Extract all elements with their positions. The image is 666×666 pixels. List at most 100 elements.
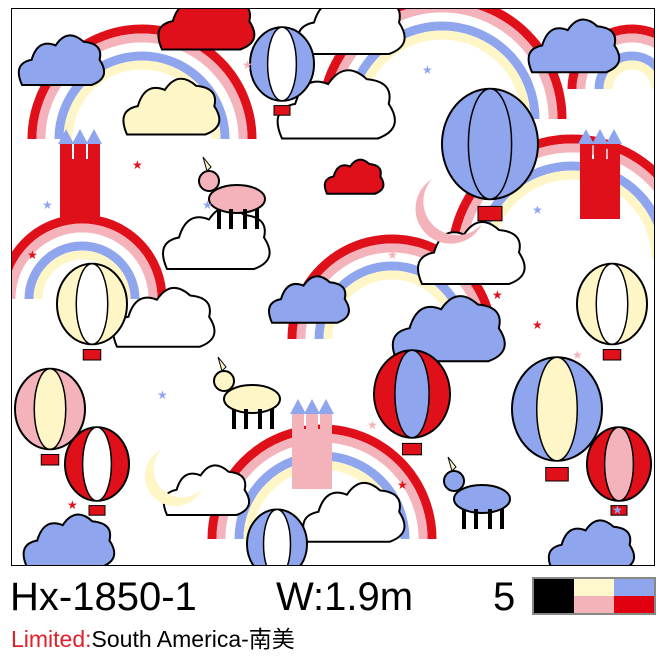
castle-roof bbox=[606, 129, 622, 144]
rainbow bbox=[33, 250, 131, 300]
rainbow bbox=[27, 24, 257, 140]
unicorn bbox=[223, 384, 281, 414]
unicorn bbox=[208, 184, 266, 214]
star-icon: ★ bbox=[492, 288, 503, 302]
balloon-basket bbox=[402, 442, 422, 456]
swatch-cell bbox=[574, 579, 614, 596]
rainbow bbox=[12, 223, 158, 300]
castle-tower bbox=[88, 144, 100, 164]
balloon-basket bbox=[602, 349, 622, 361]
balloon-basket bbox=[610, 505, 628, 516]
unicorn-horn bbox=[217, 356, 227, 372]
cloud bbox=[527, 18, 621, 74]
castle bbox=[292, 429, 332, 489]
castle-tower bbox=[292, 414, 304, 434]
cloud bbox=[162, 464, 251, 516]
limited-region: Limited:South America-南美 bbox=[11, 625, 295, 653]
castle bbox=[60, 159, 100, 219]
castle-tower bbox=[608, 144, 620, 164]
balloon-basket bbox=[82, 349, 102, 361]
cloud bbox=[391, 295, 506, 363]
star-icon: ★ bbox=[42, 198, 53, 212]
cloud bbox=[157, 9, 256, 51]
cloud bbox=[547, 519, 636, 565]
castle-tower bbox=[306, 414, 318, 434]
balloon-stripe bbox=[467, 88, 513, 200]
star-icon: ★ bbox=[532, 203, 543, 217]
rainbow bbox=[15, 232, 149, 300]
castle-roof bbox=[304, 399, 320, 414]
color-count: 5 bbox=[493, 575, 516, 619]
castle-tower bbox=[60, 144, 72, 164]
star-icon: ★ bbox=[532, 318, 543, 332]
product-code: Hx-1850-1 bbox=[10, 575, 197, 619]
rainbow bbox=[456, 143, 654, 260]
castle-roof bbox=[318, 399, 334, 414]
star-icon: ★ bbox=[202, 198, 213, 212]
castle-roof bbox=[58, 129, 74, 144]
region-text: South America-南美 bbox=[91, 626, 295, 652]
castle-tower bbox=[74, 144, 86, 164]
star-icon: ★ bbox=[27, 248, 38, 262]
fabric-pattern-image: ★ ★ ★ ★ ★ ★ ★ ★ ★ ★ ★ ★ ★ ★ ★ ★ bbox=[11, 8, 655, 566]
cloud bbox=[302, 481, 406, 543]
balloon-stripe bbox=[81, 426, 113, 502]
star-icon: ★ bbox=[242, 58, 253, 72]
balloon-stripe bbox=[536, 356, 578, 462]
castle-tower bbox=[580, 144, 592, 164]
star-icon: ★ bbox=[397, 478, 408, 492]
cloud bbox=[22, 513, 116, 565]
balloon-basket bbox=[545, 467, 569, 482]
castle bbox=[580, 159, 620, 219]
balloon-stripe bbox=[595, 263, 629, 345]
balloon-stripe bbox=[75, 263, 109, 345]
balloon-stripe bbox=[603, 426, 635, 502]
balloon-stripe bbox=[266, 26, 298, 102]
star-icon: ★ bbox=[67, 498, 78, 512]
rainbow bbox=[594, 51, 654, 90]
balloon-stripe bbox=[394, 349, 430, 439]
unicorn-head bbox=[213, 370, 235, 392]
castle-roof bbox=[72, 129, 88, 144]
castle-roof bbox=[86, 129, 102, 144]
unicorn bbox=[453, 484, 511, 514]
cloud bbox=[297, 9, 406, 55]
star-icon: ★ bbox=[367, 418, 378, 432]
cloud bbox=[268, 275, 350, 324]
swatch-cell bbox=[614, 596, 654, 613]
color-swatch bbox=[532, 577, 656, 615]
star-icon: ★ bbox=[387, 248, 398, 262]
rainbow bbox=[36, 33, 248, 140]
unicorn-horn bbox=[202, 156, 212, 172]
castle-roof bbox=[578, 129, 594, 144]
cloud bbox=[17, 34, 106, 86]
moon-icon bbox=[144, 449, 202, 507]
unicorn-head bbox=[198, 170, 220, 192]
castle-tower bbox=[594, 144, 606, 164]
star-icon: ★ bbox=[132, 158, 143, 172]
rainbow-unicorn-pattern: ★ ★ ★ ★ ★ ★ ★ ★ ★ ★ ★ ★ ★ ★ ★ ★ bbox=[12, 9, 654, 565]
moon-icon bbox=[415, 179, 482, 244]
fabric-width: W:1.9m bbox=[276, 575, 414, 619]
limited-label: Limited: bbox=[11, 626, 92, 652]
unicorn-head bbox=[443, 470, 465, 492]
unicorn-horn bbox=[447, 456, 457, 472]
rainbow bbox=[483, 170, 654, 260]
balloon-basket bbox=[273, 105, 291, 116]
balloon-stripe bbox=[262, 508, 292, 565]
star-icon: ★ bbox=[572, 348, 583, 362]
swatch-cell bbox=[574, 596, 614, 613]
swatch-cell bbox=[614, 579, 654, 596]
cloud bbox=[122, 77, 221, 136]
star-icon: ★ bbox=[157, 388, 168, 402]
cloud bbox=[323, 158, 385, 195]
balloon-basket bbox=[88, 505, 106, 516]
castle-tower bbox=[320, 414, 332, 434]
castle-roof bbox=[592, 129, 608, 144]
rainbow bbox=[54, 51, 230, 140]
star-icon: ★ bbox=[422, 63, 433, 77]
castle-roof bbox=[290, 399, 306, 414]
rainbow bbox=[603, 60, 654, 90]
balloon-basket bbox=[40, 454, 60, 466]
star-icon: ★ bbox=[612, 503, 623, 517]
